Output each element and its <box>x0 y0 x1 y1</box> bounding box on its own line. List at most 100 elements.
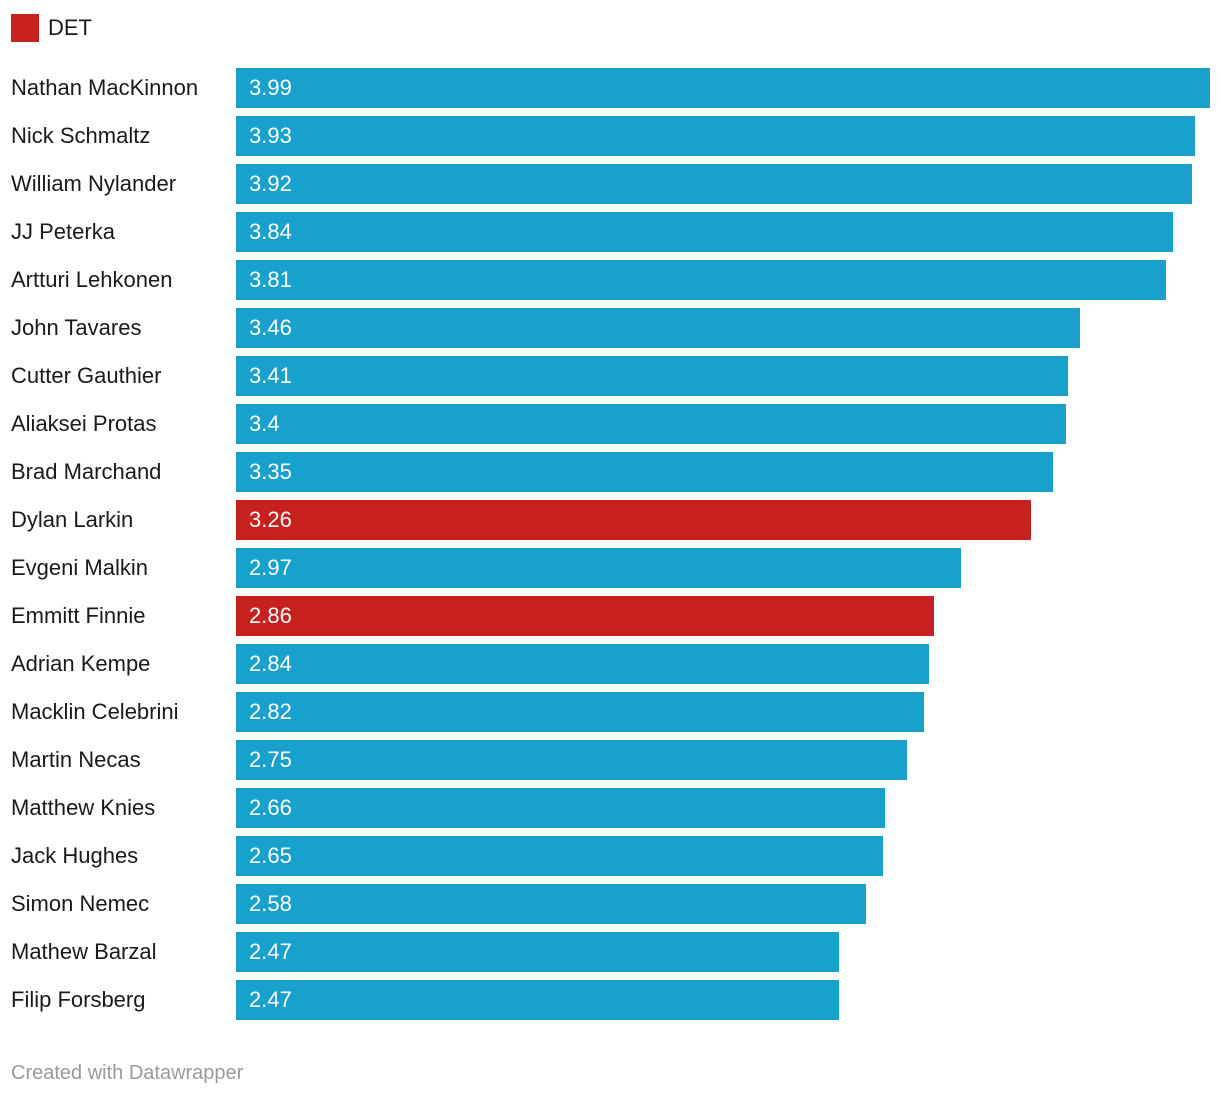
bar: 3.41 <box>236 356 1068 396</box>
bar-value-label: 2.65 <box>249 843 292 868</box>
bar-value-label: 3.41 <box>249 363 292 388</box>
bar-value-label: 2.86 <box>249 603 292 628</box>
bar-track: 2.97 <box>236 548 1220 588</box>
chart-row: Martin Necas 2.75 <box>11 736 1220 784</box>
bar-track: 3.4 <box>236 404 1220 444</box>
bar-value-label: 2.47 <box>249 987 292 1012</box>
bar: 2.75 <box>236 740 907 780</box>
bar-value-label: 3.26 <box>249 507 292 532</box>
bar-track: 2.58 <box>236 884 1220 924</box>
player-name-label: William Nylander <box>11 171 177 196</box>
player-name-label: Evgeni Malkin <box>11 555 148 580</box>
bar: 3.4 <box>236 404 1066 444</box>
bar-highlighted: 3.26 <box>236 500 1031 540</box>
chart-row: John Tavares 3.46 <box>11 304 1220 352</box>
bar-track: 2.82 <box>236 692 1220 732</box>
legend-swatch <box>11 14 39 42</box>
bar-track: 3.41 <box>236 356 1220 396</box>
bar: 3.99 <box>236 68 1210 108</box>
bar-track: 3.35 <box>236 452 1220 492</box>
chart-row: Nick Schmaltz 3.93 <box>11 112 1220 160</box>
chart-row: Filip Forsberg 2.47 <box>11 976 1220 1024</box>
bar-value-label: 2.66 <box>249 795 292 820</box>
chart-row: Aliaksei Protas 3.4 <box>11 400 1220 448</box>
bar-track: 3.92 <box>236 164 1220 204</box>
chart-row: Jack Hughes 2.65 <box>11 832 1220 880</box>
bar-value-label: 3.99 <box>249 75 292 100</box>
bar-value-label: 3.46 <box>249 315 292 340</box>
player-name-label: Brad Marchand <box>11 459 162 484</box>
bar-track: 3.26 <box>236 500 1220 540</box>
bar: 2.82 <box>236 692 924 732</box>
player-name-label: John Tavares <box>11 315 142 340</box>
bar-track: 2.75 <box>236 740 1220 780</box>
bar-value-label: 2.97 <box>249 555 292 580</box>
bar: 2.65 <box>236 836 883 876</box>
bar-track: 2.47 <box>236 932 1220 972</box>
chart-row: Matthew Knies 2.66 <box>11 784 1220 832</box>
chart-rows: Nathan MacKinnon 3.99 Nick Schmaltz 3.93 Wil… <box>11 64 1220 1024</box>
bar-track: 2.86 <box>236 596 1220 636</box>
bar-track: 2.65 <box>236 836 1220 876</box>
bar: 2.47 <box>236 932 839 972</box>
chart-row: Macklin Celebrini 2.82 <box>11 688 1220 736</box>
player-name-label: Filip Forsberg <box>11 987 146 1012</box>
bar-value-label: 3.4 <box>249 411 280 436</box>
bar-track: 3.93 <box>236 116 1220 156</box>
bar: 3.81 <box>236 260 1166 300</box>
bar-track: 3.46 <box>236 308 1220 348</box>
bar-track: 3.99 <box>236 68 1220 108</box>
bar-value-label: 2.47 <box>249 939 292 964</box>
player-name-label: Cutter Gauthier <box>11 363 162 388</box>
chart-row: Artturi Lehkonen 3.81 <box>11 256 1220 304</box>
bar: 2.58 <box>236 884 866 924</box>
player-name-label: Nathan MacKinnon <box>11 75 199 100</box>
player-name-label: Adrian Kempe <box>11 651 151 676</box>
player-name-label: Jack Hughes <box>11 843 139 868</box>
bar-value-label: 2.82 <box>249 699 292 724</box>
player-name-label: Macklin Celebrini <box>11 699 179 724</box>
bar-value-label: 2.84 <box>249 651 292 676</box>
chart-row: William Nylander 3.92 <box>11 160 1220 208</box>
player-name-label: Martin Necas <box>11 747 141 772</box>
bar-value-label: 2.75 <box>249 747 292 772</box>
bar: 2.66 <box>236 788 885 828</box>
player-name-label: Dylan Larkin <box>11 507 134 532</box>
bar-track: 2.66 <box>236 788 1220 828</box>
bar-value-label: 3.81 <box>249 267 292 292</box>
bar-track: 3.81 <box>236 260 1220 300</box>
chart-row: Simon Nemec 2.58 <box>11 880 1220 928</box>
bar-track: 2.84 <box>236 644 1220 684</box>
bar-value-label: 3.92 <box>249 171 292 196</box>
bar-track: 2.47 <box>236 980 1220 1020</box>
player-name-label: Nick Schmaltz <box>11 123 151 148</box>
player-name-label: Aliaksei Protas <box>11 411 157 436</box>
player-name-label: Simon Nemec <box>11 891 150 916</box>
chart-row: Nathan MacKinnon 3.99 <box>11 64 1220 112</box>
bar: 3.92 <box>236 164 1192 204</box>
bar: 3.93 <box>236 116 1195 156</box>
chart-row: Emmitt Finnie 2.86 <box>11 592 1220 640</box>
bar: 3.84 <box>236 212 1173 252</box>
player-name-label: Matthew Knies <box>11 795 156 820</box>
chart-row: Dylan Larkin 3.26 <box>11 496 1220 544</box>
player-name-label: Emmitt Finnie <box>11 603 146 628</box>
chart-row: Adrian Kempe 2.84 <box>11 640 1220 688</box>
bar-value-label: 2.58 <box>249 891 292 916</box>
bar-value-label: 3.84 <box>249 219 292 244</box>
bar: 2.47 <box>236 980 839 1020</box>
bar-value-label: 3.35 <box>249 459 292 484</box>
player-name-label: JJ Peterka <box>11 219 115 244</box>
chart-row: Cutter Gauthier 3.41 <box>11 352 1220 400</box>
legend: DET <box>11 14 1220 42</box>
bar: 3.35 <box>236 452 1053 492</box>
player-name-label: Mathew Barzal <box>11 939 157 964</box>
attribution-text: Created with Datawrapper <box>11 1062 244 1084</box>
chart-row: JJ Peterka 3.84 <box>11 208 1220 256</box>
chart-row: Mathew Barzal 2.47 <box>11 928 1220 976</box>
chart-row: Evgeni Malkin 2.97 <box>11 544 1220 592</box>
player-name-label: Artturi Lehkonen <box>11 267 173 292</box>
bar-track: 3.84 <box>236 212 1220 252</box>
bar-value-label: 3.93 <box>249 123 292 148</box>
